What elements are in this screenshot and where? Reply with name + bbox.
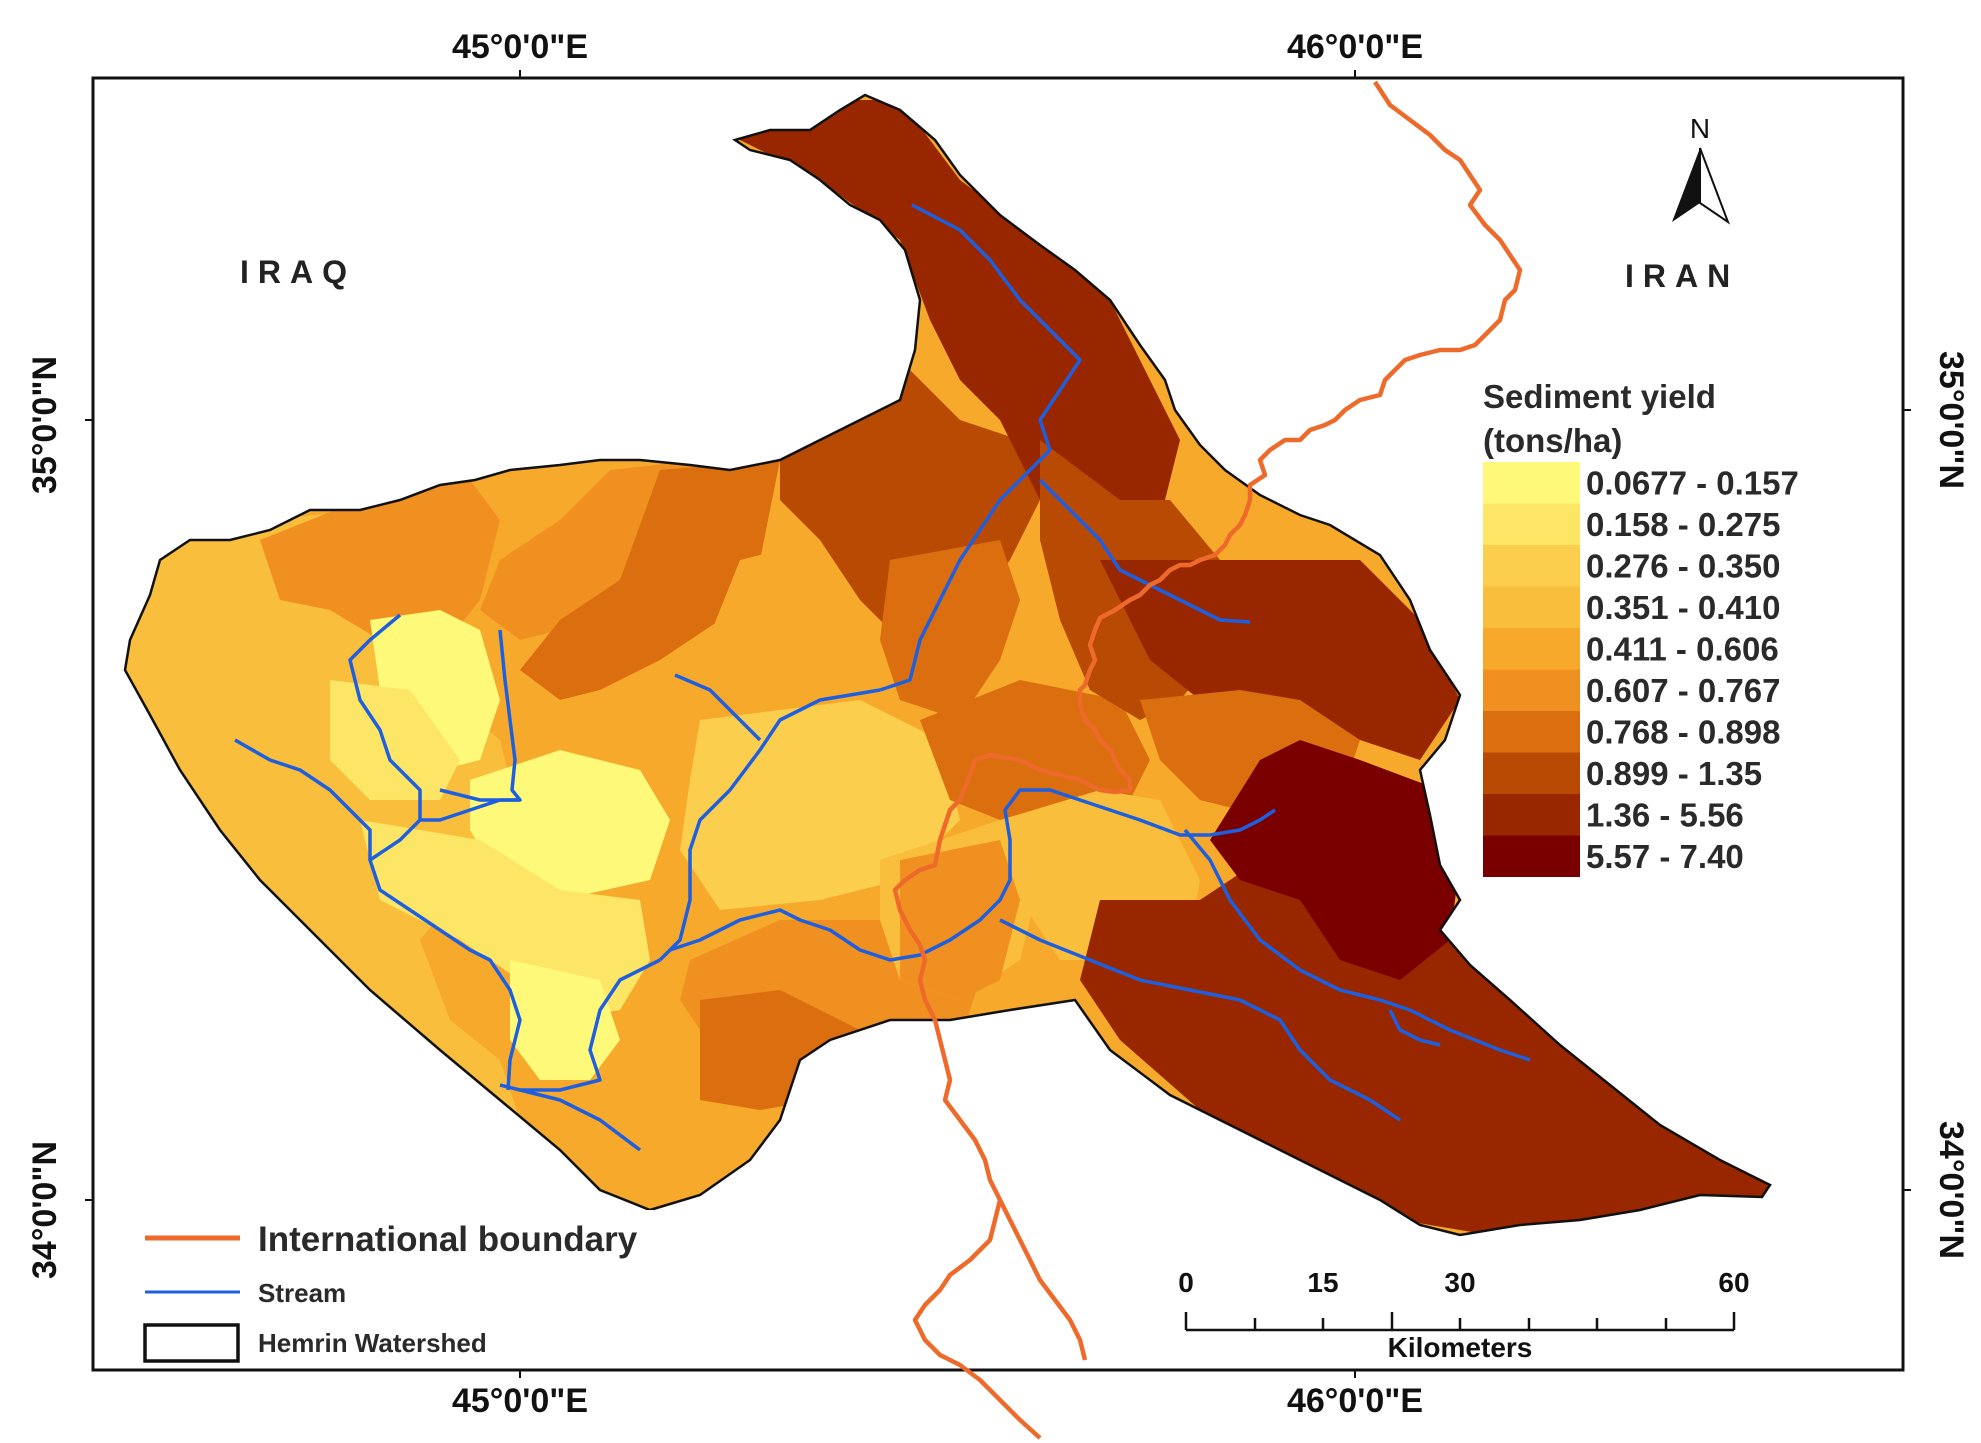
country-label-iran: IRAN	[1625, 258, 1739, 294]
north-arrow-label: N	[1690, 113, 1710, 144]
legend-class-label-7: 0.899 - 1.35	[1586, 755, 1762, 792]
legend-class-label-2: 0.276 - 0.350	[1586, 548, 1781, 585]
stream-east	[1183, 828, 1531, 1062]
legend-stream-label: Stream	[258, 1278, 346, 1308]
coord-top-46e: 46°0'0"E	[1287, 28, 1423, 66]
legend-swatch-9	[1483, 835, 1580, 877]
legend-swatch-3	[1483, 586, 1580, 628]
basin-northwest	[260, 480, 500, 650]
basin-light-1	[330, 680, 460, 800]
north-arrow-icon	[1672, 148, 1700, 222]
legend-swatch-5	[1483, 669, 1580, 711]
legend-swatch-0	[1483, 462, 1580, 504]
legend-classes: 0.0677 - 0.157 0.158 - 0.275 0.276 - 0.350…	[1483, 462, 1870, 877]
stream-west-north-2	[420, 629, 522, 822]
sediment-yield-legend: Sediment yield (tons/ha) 0.0677 - 0.1570…	[1470, 372, 1875, 877]
legend-class-label-4: 0.411 - 0.606	[1586, 631, 1779, 668]
legend-class-label-0: 0.0677 - 0.157	[1586, 465, 1799, 502]
stream-central-west	[674, 673, 762, 742]
hemrin-watershed-outline	[123, 93, 1772, 1237]
basin-yellow-north	[370, 610, 500, 770]
scale-tick-15: 15	[1307, 1267, 1338, 1298]
coord-left-35n: 35°0'0"N	[26, 356, 64, 494]
basin-northeast-dark	[740, 100, 1180, 540]
coord-right-34n: 34°0'0"N	[1932, 1121, 1970, 1259]
country-label-iraq: IRAQ	[240, 254, 356, 290]
legend-class-label-8: 1.36 - 5.56	[1586, 797, 1744, 834]
basin-southeast-dark	[1080, 860, 1770, 1235]
basin-yellow-center	[470, 750, 670, 900]
stream-west-branch	[234, 738, 372, 860]
legend-title-line2: (tons/ha)	[1483, 422, 1622, 459]
scale-tick-30: 30	[1444, 1267, 1475, 1298]
north-arrow: N	[1672, 113, 1731, 225]
basin-middle-orange	[700, 540, 880, 700]
scale-tick-0: 0	[1178, 1267, 1194, 1298]
stream-west-join	[439, 788, 520, 802]
basin-north-orange	[880, 540, 1020, 720]
graticule-ticks	[85, 70, 1911, 1378]
coord-top-45e: 45°0'0"E	[452, 28, 588, 66]
basin-right-dark	[1100, 560, 1460, 760]
coord-bottom-45e: 45°0'0"E	[452, 1382, 588, 1420]
stream-southeast	[999, 918, 1401, 1122]
legend-class-label-1: 0.158 - 0.275	[1586, 506, 1781, 543]
stream-main-north	[879, 203, 1082, 692]
legend-swatch-2	[1483, 545, 1580, 587]
coord-left-34n: 34°0'0"N	[26, 1141, 64, 1279]
stream-south-exit	[519, 1088, 642, 1152]
scale-tick-60: 60	[1718, 1267, 1749, 1298]
stream-south-branch	[669, 788, 1276, 962]
basin-light-2	[360, 820, 650, 1020]
legend-class-label-6: 0.768 - 0.898	[1586, 714, 1781, 751]
stream-northeast	[1038, 478, 1251, 624]
legend-swatch-1	[1483, 503, 1580, 545]
scale-unit: Kilometers	[1388, 1332, 1533, 1363]
legend-swatch-7	[1483, 752, 1580, 794]
legend-boundary-label: International boundary	[258, 1220, 638, 1259]
legend-watershed-swatch	[143, 1323, 240, 1363]
legend-swatch-6	[1483, 711, 1580, 753]
coord-bottom-46e: 46°0'0"E	[1287, 1382, 1423, 1420]
map-legend: International boundary Stream Hemrin Wat…	[120, 1210, 760, 1365]
streams	[234, 203, 1531, 1152]
basin-yellow-south	[510, 960, 620, 1080]
legend-title-line1: Sediment yield	[1483, 378, 1716, 415]
basin-east-orange	[900, 840, 1020, 1000]
stream-main-central	[658, 688, 881, 962]
coord-right-35n: 35°0'0"N	[1932, 351, 1970, 489]
legend-swatch-8	[1483, 794, 1580, 836]
legend-swatch-4	[1483, 628, 1580, 670]
legend-class-label-3: 0.351 - 0.410	[1586, 589, 1781, 626]
stream-east-loop	[1388, 1009, 1441, 1047]
international-boundary	[892, 80, 1523, 1440]
basin-darkest	[1210, 740, 1460, 980]
legend-class-label-9: 5.57 - 7.40	[1586, 838, 1744, 875]
legend-class-label-5: 0.607 - 0.767	[1586, 672, 1781, 709]
basin-central	[520, 460, 780, 700]
scale-bar: 0 15 30 60 Kilometers	[1160, 1260, 1750, 1365]
legend-watershed-label: Hemrin Watershed	[258, 1328, 487, 1358]
